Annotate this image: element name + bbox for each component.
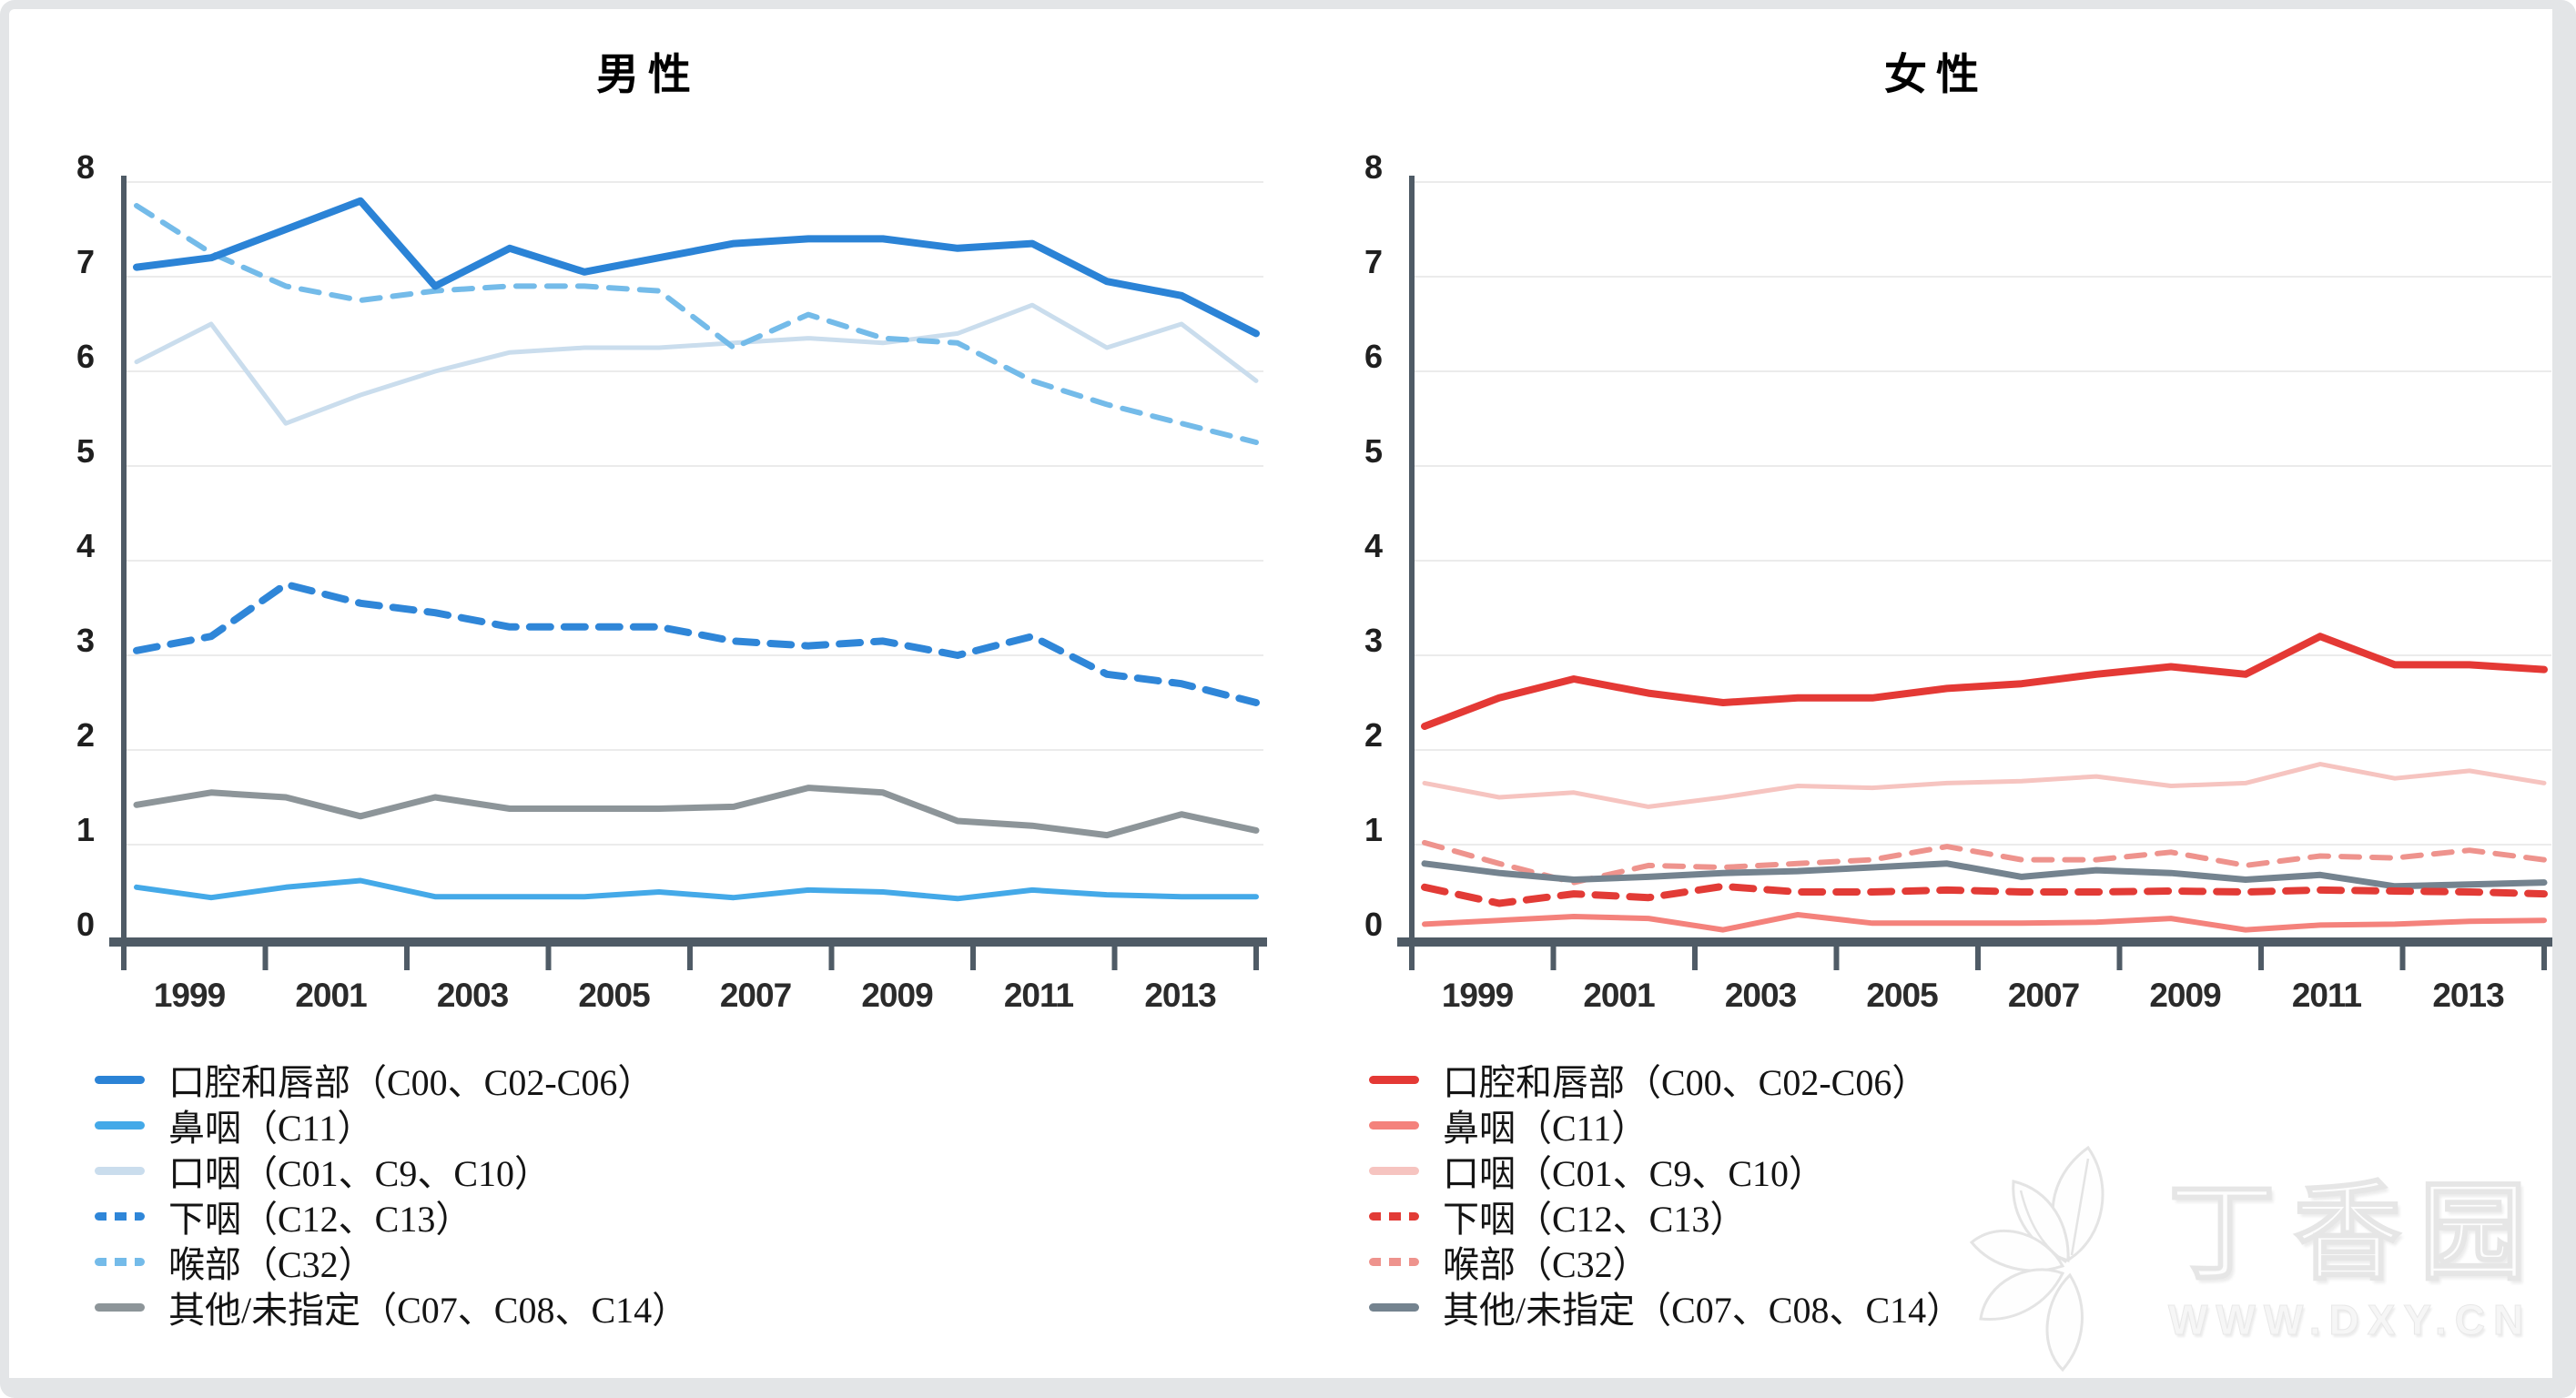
male-chart-title: 男性 [596,50,700,98]
y-tick-label-5: 5 [1364,432,1383,470]
legend-swatch-icon [95,1166,145,1175]
legend-item: 鼻咽（C11） [1369,1102,2576,1149]
y-tick-label-4: 4 [76,527,95,564]
series-line-其他/未指定（C07、C08、C14） [133,785,1260,839]
legend-item: 口腔和唇部（C00、C02-C06） [1369,1057,2576,1103]
x-tick-label-2003: 2003 [437,977,509,1014]
y-tick-label-3: 3 [1364,622,1383,659]
legend-label: 其他/未指定（C07、C08、C14） [1443,1290,1963,1331]
legend-label: 下咽（C12、C13） [168,1199,472,1240]
y-tick-label-1: 1 [76,811,95,848]
x-tick-label-2007: 2007 [2008,977,2079,1014]
y-tick-label-0: 0 [76,906,95,943]
female-incidence-chart: 0 1 2 3 4 5 6 7 8 1999 2001 2003 2005 2007 2009 2011 201… [1288,0,2576,1038]
y-tick-label-6: 6 [76,338,95,375]
male-chart-legend: 口腔和唇部（C00、C02-C06） 鼻咽（C11） 口咽（C01、C9、C10） 下… [95,1057,1351,1331]
x-tick-label-1999: 1999 [1442,977,1514,1014]
watermark-brand-text: 丁香园 [2167,1172,2545,1293]
x-tick-label-1999: 1999 [154,977,226,1014]
legend-swatch-icon [1369,1302,1419,1312]
y-tick-label-1: 1 [1364,811,1383,848]
x-tick-label-2009: 2009 [861,977,933,1014]
x-tick-label-2005: 2005 [578,977,650,1014]
y-tick-label-7: 7 [76,243,95,280]
legend-item: 其他/未指定（C07、C08、C14） [95,1284,1351,1331]
legend-swatch-icon [95,1120,145,1130]
series-line-口咽（C01、C9、C10） [134,302,1259,426]
legend-swatch-icon [1369,1257,1419,1266]
legend-item: 其他/未指定（C07、C08、C14） [1369,1284,2576,1331]
series-line-喉部（C32） [134,203,1259,445]
y-tick-label-0: 0 [1364,906,1383,943]
series-line-口咽（C01、C9、C10） [1422,762,2547,809]
legend-item: 口咽（C01、C9、C10） [95,1148,1351,1194]
legend-label: 口咽（C01、C9、C10） [1443,1153,1826,1194]
y-tick-label-3: 3 [76,622,95,659]
legend-label: 鼻咽（C11） [1443,1108,1648,1149]
watermark-url-text: WWW.DXY.CN [2167,1296,2532,1344]
x-tick-label-2001: 2001 [295,977,367,1014]
female-chart-svg: 0 1 2 3 4 5 6 7 8 1999 2001 2003 2005 2007 2009 2011 201… [1364,50,2555,1014]
x-tick-label-2001: 2001 [1583,977,1655,1014]
y-tick-label-6: 6 [1364,338,1383,375]
legend-swatch-icon [1369,1120,1419,1130]
legend-label: 其他/未指定（C07、C08、C14） [168,1290,689,1331]
y-tick-label-7: 7 [1364,243,1383,280]
legend-label: 口腔和唇部（C00、C02-C06） [168,1062,654,1103]
legend-swatch-icon [95,1257,145,1266]
series-line-口腔和唇部（C00、C02-C06） [1421,633,2548,730]
y-tick-label-5: 5 [76,432,95,470]
x-tick-label-2005: 2005 [1866,977,1938,1014]
series-line-下咽（C12、C13） [133,581,1260,706]
legend-item: 口腔和唇部（C00、C02-C06） [95,1057,1351,1103]
legend-label: 喉部（C32） [168,1244,375,1285]
y-tick-label-2: 2 [1364,716,1383,754]
legend-swatch-icon [95,1075,145,1084]
dxy-leaf-flower-icon [1969,1145,2104,1373]
x-tick-label-2007: 2007 [720,977,791,1014]
series-line-喉部（C32） [1422,839,2547,886]
male-incidence-chart: 0 1 2 3 4 5 6 7 8 1999 2001 2003 2005 2007 2009 2011 201… [0,0,1288,1038]
y-tick-label-8: 8 [1364,148,1383,186]
legend-label: 鼻咽（C11） [168,1108,374,1149]
legend-item: 喉部（C32） [95,1239,1351,1285]
legend-swatch-icon [1369,1075,1419,1084]
x-tick-label-2009: 2009 [2149,977,2221,1014]
legend-swatch-icon [95,1302,145,1312]
legend-label: 口腔和唇部（C00、C02-C06） [1443,1062,1929,1103]
legend-label: 下咽（C12、C13） [1443,1199,1747,1240]
legend-swatch-icon [95,1211,145,1221]
legend-label: 喉部（C32） [1443,1244,1649,1285]
x-tick-label-2011: 2011 [2292,977,2362,1014]
legend-item: 口咽（C01、C9、C10） [1369,1148,2576,1194]
series-line-下咽（C12、C13） [1421,882,2548,907]
series-line-口腔和唇部（C00、C02-C06） [133,197,1260,338]
dxy-watermark: 丁香园 WWW.DXY.CN [1961,1140,2545,1382]
series-line-鼻咽（C11） [134,877,1259,902]
legend-swatch-icon [1369,1211,1419,1221]
legend-swatch-icon [1369,1166,1419,1175]
legend-item: 下咽（C12、C13） [95,1193,1351,1240]
legend-item: 喉部（C32） [1369,1239,2576,1285]
male-chart-svg: 0 1 2 3 4 5 6 7 8 1999 2001 2003 2005 2007 2009 2011 201… [76,50,1267,1014]
female-chart-title: 女性 [1884,50,1988,98]
series-line-其他/未指定（C07、C08、C14） [1421,860,2548,890]
x-tick-label-2013: 2013 [1144,977,1216,1014]
legend-label: 口咽（C01、C9、C10） [168,1153,552,1194]
x-tick-label-2003: 2003 [1725,977,1797,1014]
y-tick-label-8: 8 [76,148,95,186]
y-tick-label-4: 4 [1364,527,1383,564]
female-chart-legend: 口腔和唇部（C00、C02-C06） 鼻咽（C11） 口咽（C01、C9、C10） 下… [1369,1057,2576,1331]
legend-item: 下咽（C12、C13） [1369,1193,2576,1240]
series-line-鼻咽（C11） [1422,912,2547,933]
legend-item: 鼻咽（C11） [95,1102,1351,1149]
x-tick-label-2011: 2011 [1004,977,1074,1014]
y-tick-label-2: 2 [76,716,95,754]
x-tick-label-2013: 2013 [2432,977,2504,1014]
